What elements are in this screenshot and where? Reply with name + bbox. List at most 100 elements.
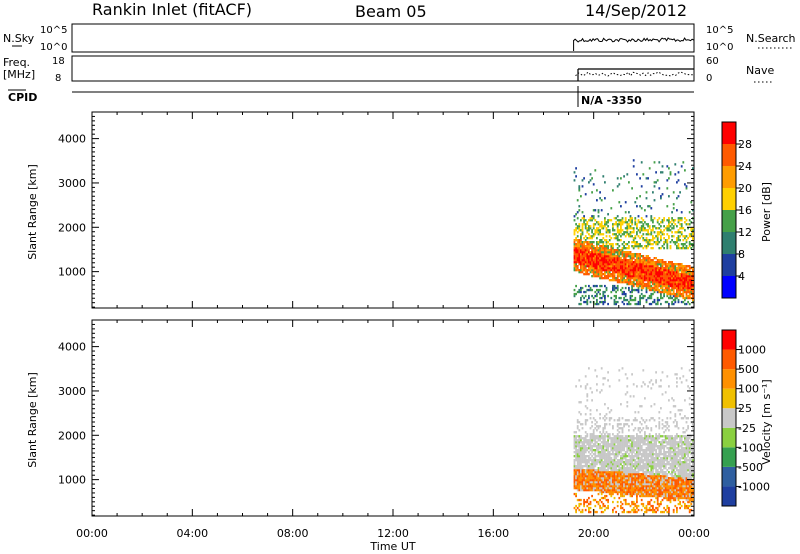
heatmap-cell [618, 496, 621, 500]
heatmap-cell [684, 475, 686, 478]
heatmap-cell [634, 455, 637, 458]
heatmap-cell [613, 471, 616, 474]
heatmap-cell [632, 253, 635, 256]
heatmap-cell [624, 502, 627, 506]
heatmap-cell [653, 257, 656, 260]
heatmap-cell [653, 490, 656, 494]
heatmap-cell [578, 225, 581, 228]
heatmap-cell [661, 267, 664, 270]
heatmap-cell [676, 469, 678, 472]
heatmap-cell [631, 445, 633, 448]
heatmap-cell [674, 282, 677, 286]
heatmap-cell [620, 271, 622, 274]
heatmap-cell [672, 286, 675, 290]
heatmap-cell [615, 221, 617, 224]
heatmap-cell [624, 253, 627, 256]
heatmap-cell [684, 281, 686, 284]
heatmap-cell [623, 481, 625, 484]
heatmap-cell [628, 477, 630, 480]
heatmap-cell [672, 451, 675, 454]
heatmap-cell [672, 471, 675, 474]
heatmap-cell [631, 489, 633, 492]
heatmap-cell [668, 237, 670, 240]
heatmap-cell [612, 500, 614, 504]
heatmap-cell [661, 371, 664, 374]
heatmap-cell [647, 445, 649, 448]
heatmap-cell [605, 253, 608, 256]
heatmap-cell [658, 437, 661, 440]
heatmap-cell [685, 241, 688, 244]
heatmap-cell [690, 435, 693, 438]
heatmap-cell [578, 445, 581, 448]
heatmap-cell [591, 271, 593, 274]
heatmap-cell [575, 479, 577, 482]
heatmap-cell [624, 498, 627, 502]
heatmap-cell [599, 257, 601, 260]
heatmap-cell [599, 481, 601, 484]
heatmap-cell [685, 185, 688, 188]
heatmap-cell [605, 481, 608, 484]
heatmap-cell [640, 494, 643, 498]
heatmap-cell [578, 255, 581, 258]
heatmap-cell [682, 300, 685, 304]
heatmap-cell [639, 437, 641, 440]
heatmap-cell [620, 443, 622, 446]
heatmap-cell [688, 397, 691, 400]
heatmap-cell [597, 243, 600, 246]
heatmap-cell [634, 245, 637, 248]
heatmap-cell [604, 294, 606, 298]
heatmap-cell [634, 265, 637, 268]
heatmap-cell [621, 417, 624, 420]
heatmap-cell [586, 269, 589, 272]
heatmap-cell [640, 288, 643, 292]
colorbar-segment [722, 144, 736, 166]
heatmap-cell [642, 265, 645, 268]
heatmap-cell [580, 461, 582, 464]
heatmap-cell [589, 237, 592, 240]
heatmap-cell [608, 271, 611, 274]
heatmap-cell [589, 457, 592, 460]
heatmap-cell [591, 435, 593, 438]
heatmap-cell [628, 261, 630, 264]
heatmap-cell [592, 247, 595, 250]
heatmap-cell [608, 219, 611, 222]
heatmap-cell [666, 443, 669, 446]
heatmap-cell [591, 243, 593, 246]
heatmap-cell [669, 437, 672, 440]
heatmap-cell [655, 241, 657, 244]
heatmap-cell [663, 273, 665, 276]
heatmap-cell [637, 279, 640, 282]
heatmap-cell [573, 259, 576, 262]
heatmap-cell [602, 302, 605, 306]
heatmap-cell [600, 437, 603, 440]
heatmap-cell [596, 425, 598, 428]
heatmap-cell [600, 435, 603, 438]
heatmap-cell [647, 284, 649, 288]
heatmap-cell [607, 275, 609, 278]
heatmap-cell [602, 504, 605, 508]
heatmap-cell [680, 243, 683, 246]
heatmap-cell [642, 271, 645, 274]
heatmap-cell [674, 243, 677, 246]
heatmap-cell [586, 461, 589, 464]
heatmap-cell [594, 441, 597, 444]
heatmap-cell [637, 447, 640, 450]
heatmap-cell [685, 269, 688, 272]
heatmap-cell [615, 233, 617, 236]
heatmap-cell [640, 207, 643, 210]
heatmap-cell [666, 269, 669, 272]
heatmap-cell [650, 457, 653, 460]
heatmap-cell [672, 267, 675, 270]
heatmap-cell [632, 271, 635, 274]
heatmap-cell [578, 247, 581, 250]
heatmap-cell [584, 508, 587, 512]
heatmap-cell [618, 469, 621, 472]
heatmap-cell [640, 490, 643, 494]
heatmap-cell [599, 223, 601, 226]
heatmap-cell [647, 225, 649, 228]
heatmap-cell [664, 263, 667, 266]
heatmap-cell [637, 427, 640, 430]
heatmap-cell [680, 489, 683, 492]
heatmap-cell [688, 281, 691, 284]
heatmap-cell [578, 401, 581, 404]
